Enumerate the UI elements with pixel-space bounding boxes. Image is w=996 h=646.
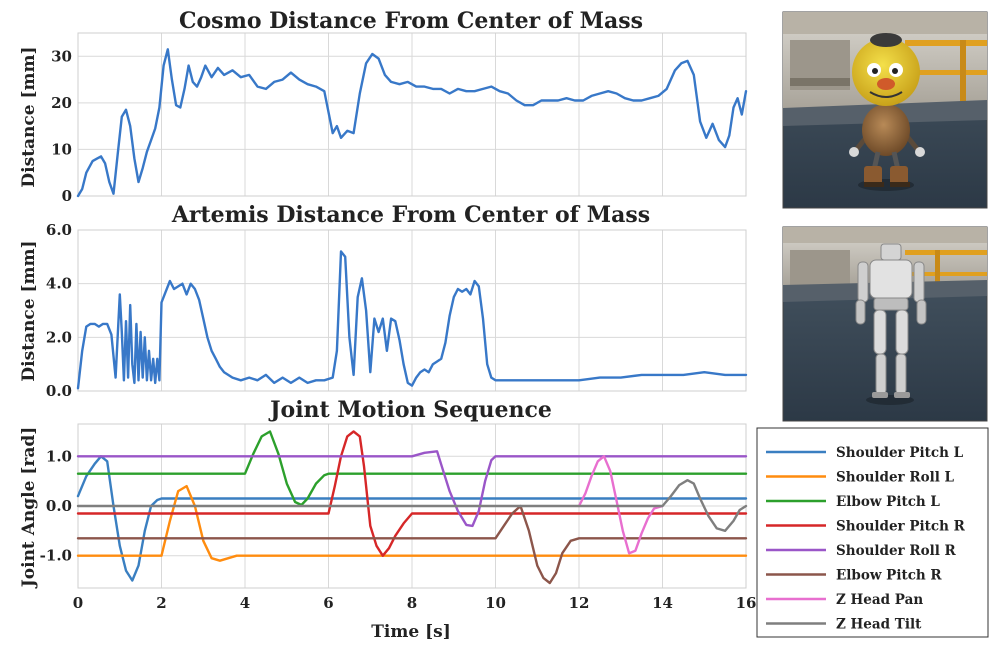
cosmo-chart: Cosmo Distance From Center of Mass Dista…: [19, 8, 748, 205]
artemis-y-axis-label: Distance [mm]: [19, 240, 39, 381]
cosmo-series-cosmo: [76, 48, 748, 198]
legend-label: Shoulder Pitch L: [836, 445, 964, 461]
joints-x-tick-label: 10: [485, 594, 506, 612]
joints-chart-title: Joint Motion Sequence: [268, 397, 552, 423]
legend-label: Elbow Pitch R: [836, 568, 942, 584]
legend-entry-shoulder-pitch-r: Shoulder Pitch R: [766, 519, 966, 535]
joints-x-tick-label: 4: [240, 594, 250, 612]
joints-series-shoulder-roll-l: [76, 484, 748, 562]
artemis-y-tick-label: 4.0: [46, 275, 72, 293]
legend-entry-shoulder-roll-r: Shoulder Roll R: [766, 543, 957, 559]
legend-label: Shoulder Roll R: [836, 543, 957, 559]
joints-x-tick-label: 6: [323, 594, 333, 612]
artemis-plot-frame: [77, 229, 747, 392]
joints-series-z-head-pan: [577, 455, 664, 555]
legend: Shoulder Pitch L Shoulder Roll L Elbow Pit…: [756, 427, 989, 638]
legend-label: Z Head Tilt: [836, 617, 922, 633]
joints-chart: Joint Motion Sequence Joint Angle [rad] …: [19, 397, 756, 642]
legend-label: Z Head Pan: [836, 592, 923, 608]
cosmo-y-tick-label: 10: [51, 140, 72, 158]
joints-x-tick-label: 14: [652, 594, 673, 612]
legend-entry-shoulder-roll-l: Shoulder Roll L: [766, 470, 955, 486]
cosmo-y-tick-label: 20: [51, 94, 72, 112]
joints-y-tick-label: -1.0: [40, 547, 72, 565]
joints-series-elbow-pitch-l: [76, 430, 748, 507]
joints-x-tick-label: 8: [407, 594, 417, 612]
artemis-series-artemis: [76, 250, 748, 390]
cosmo-y-tick-label: 0: [62, 187, 72, 205]
legend-entry-shoulder-pitch-l: Shoulder Pitch L: [766, 445, 964, 461]
legend-label: Elbow Pitch L: [836, 494, 940, 510]
cosmo-chart-title: Cosmo Distance From Center of Mass: [179, 8, 643, 34]
robot-photo-artemis: [782, 226, 988, 422]
joints-x-tick-label: 12: [569, 594, 590, 612]
joints-series-shoulder-pitch-r: [76, 430, 748, 557]
cosmo-y-tick-label: 30: [51, 47, 72, 65]
robot-photo-cosmo: [782, 11, 988, 209]
artemis-y-tick-label: 2.0: [46, 328, 72, 346]
joints-series-z-head-tilt: [76, 479, 748, 532]
legend-box: [756, 427, 989, 638]
joints-series-elbow-pitch-r: [76, 504, 748, 585]
joints-x-tick-label: 16: [736, 594, 757, 612]
legend-entry-z-head-tilt: Z Head Tilt: [766, 617, 922, 633]
artemis-y-tick-label: 0.0: [46, 382, 72, 400]
joints-series-shoulder-roll-r: [76, 450, 748, 528]
joints-x-tick-label: 2: [156, 594, 166, 612]
joints-x-axis-label: Time [s]: [371, 622, 451, 642]
joints-y-tick-label: 1.0: [46, 447, 72, 465]
cosmo-plot-frame: [77, 32, 747, 197]
legend-entry-elbow-pitch-l: Elbow Pitch L: [766, 494, 940, 510]
joints-x-tick-label: 0: [73, 594, 83, 612]
artemis-y-tick-label: 6.0: [46, 221, 72, 239]
legend-entry-elbow-pitch-r: Elbow Pitch R: [766, 568, 942, 584]
artemis-chart-title: Artemis Distance From Center of Mass: [171, 202, 650, 228]
joints-series-shoulder-pitch-l: [76, 455, 748, 582]
legend-label: Shoulder Pitch R: [836, 519, 966, 535]
joints-y-tick-label: 0.0: [46, 497, 72, 515]
legend-entry-z-head-pan: Z Head Pan: [766, 592, 923, 608]
joints-y-axis-label: Joint Angle [rad]: [19, 427, 39, 590]
artemis-chart: Artemis Distance From Center of Mass Dis…: [19, 202, 748, 400]
cosmo-y-axis-label: Distance [mm]: [19, 46, 39, 187]
legend-label: Shoulder Roll L: [836, 470, 955, 486]
